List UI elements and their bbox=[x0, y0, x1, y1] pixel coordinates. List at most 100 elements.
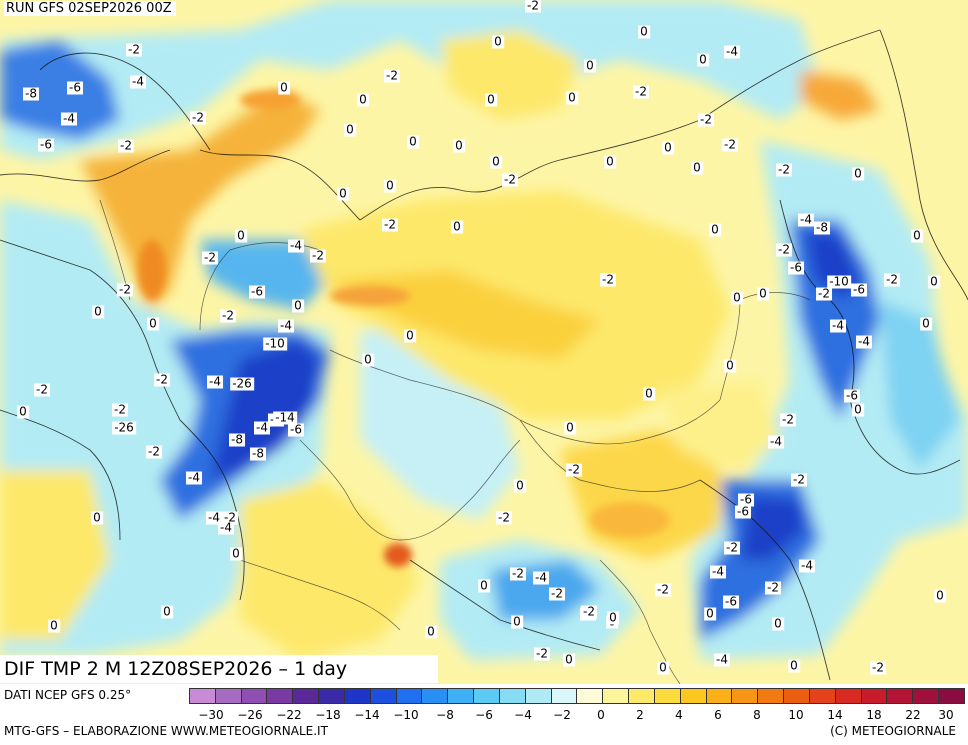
legend-tick-label: −22 bbox=[276, 708, 302, 722]
hotspot-tibet bbox=[590, 502, 670, 538]
contour-value-label: 0 bbox=[788, 658, 800, 673]
contour-value-label: 0 bbox=[657, 660, 669, 675]
legend-swatch bbox=[603, 688, 630, 704]
legend-tick-label: −30 bbox=[198, 708, 224, 722]
contour-value-label: -6 bbox=[723, 594, 739, 609]
contour-value-label: 0 bbox=[344, 122, 356, 137]
legend-tick-label: 0 bbox=[597, 708, 605, 722]
legend-tick-label: 2 bbox=[636, 708, 644, 722]
contour-value-label: -4 bbox=[278, 318, 294, 333]
legend-swatch bbox=[939, 688, 965, 704]
contour-value-label: -4 bbox=[714, 652, 730, 667]
contour-value-label: -6 bbox=[851, 282, 867, 297]
contour-value-label: -4 bbox=[724, 44, 740, 59]
contour-value-label: 0 bbox=[934, 588, 946, 603]
contour-value-label: -2 bbox=[816, 286, 832, 301]
contour-value-label: -2 bbox=[112, 402, 128, 417]
contour-value-label: -4 bbox=[710, 564, 726, 579]
contour-value-label: -2 bbox=[146, 444, 162, 459]
contour-value-label: -2 bbox=[765, 580, 781, 595]
legend-swatch bbox=[267, 688, 294, 704]
anomaly-hotspots bbox=[138, 90, 670, 567]
contour-value-label: 0 bbox=[490, 154, 502, 169]
legend-tick-label: 6 bbox=[714, 708, 722, 722]
contour-value-label: -2 bbox=[884, 272, 900, 287]
patch-scandinavia-blue bbox=[0, 40, 120, 140]
contour-value-label: -6 bbox=[738, 492, 754, 507]
legend-tick-label: −14 bbox=[354, 708, 380, 722]
contour-value-label: 0 bbox=[724, 358, 736, 373]
contour-value-label: -4 bbox=[254, 420, 270, 435]
patch-iran-yellow bbox=[240, 480, 420, 660]
contour-value-label: -2 bbox=[549, 586, 565, 601]
legend-swatch bbox=[241, 688, 268, 704]
contour-value-label: 0 bbox=[697, 52, 709, 67]
contour-value-label: -4 bbox=[130, 74, 146, 89]
contour-value-label: -2 bbox=[870, 660, 886, 675]
field-title: DIF TMP 2 M 12Z08SEP2026 – 1 day bbox=[0, 655, 438, 683]
patch-north-cyan bbox=[0, 0, 820, 160]
contour-value-label: 0 bbox=[451, 219, 463, 234]
hotspot-himalaya bbox=[384, 543, 412, 567]
contour-value-label: 0 bbox=[563, 652, 575, 667]
map-area: -2 -2 0 -2 0 -4 0 -4 0 -8 -6 -2 0 -4 0 -2 0 -2 0 -2 0 -6 -2 0 0-… bbox=[0, 0, 968, 684]
legend-swatch bbox=[887, 688, 914, 704]
contour-value-label: -2 bbox=[502, 172, 518, 187]
contour-value-label: -4 bbox=[218, 520, 234, 535]
temperature-anomaly-map bbox=[0, 0, 968, 684]
contour-value-label: -4 bbox=[768, 434, 784, 449]
legend-tick-label: 14 bbox=[827, 708, 843, 722]
contour-value-label: 0 bbox=[731, 290, 743, 305]
contour-value-label: -2 bbox=[510, 566, 526, 581]
data-source: DATI NCEP GFS 0.25° bbox=[4, 688, 132, 702]
contour-value-label: -2 bbox=[698, 112, 714, 127]
legend-swatch bbox=[861, 688, 888, 704]
legend-swatch bbox=[784, 688, 810, 704]
contour-value-label: 0 bbox=[928, 274, 940, 289]
contour-value-label: -2 bbox=[382, 217, 398, 232]
contour-value-label: 0 bbox=[920, 316, 932, 331]
contour-value-label: -4 bbox=[533, 570, 549, 585]
contour-value-label: 0 bbox=[485, 92, 497, 107]
legend-swatch bbox=[189, 688, 216, 704]
legend-tick-label: −2 bbox=[553, 708, 571, 722]
contour-value-label: -4 bbox=[207, 374, 223, 389]
contour-value-label: 0 bbox=[662, 140, 674, 155]
patch-north-yellow bbox=[440, 30, 580, 120]
patch-east-lightblue bbox=[880, 300, 960, 470]
contour-value-label: -8 bbox=[229, 432, 245, 447]
contour-value-label: -2 bbox=[118, 138, 134, 153]
contour-value-label: -4 bbox=[856, 334, 872, 349]
contour-value-label: -4 bbox=[798, 212, 814, 227]
contour-value-label: 0 bbox=[235, 228, 247, 243]
contour-value-label: -8 bbox=[23, 86, 39, 101]
contour-value-label: 0 bbox=[362, 352, 374, 367]
legend-swatch bbox=[629, 688, 655, 704]
contour-value-label: 0 bbox=[278, 80, 290, 95]
contour-value-label: 0 bbox=[604, 154, 616, 169]
patch-russia-ne-orange bbox=[800, 70, 880, 120]
contour-value-label: -2 bbox=[126, 42, 142, 57]
legend-tick-label: 10 bbox=[788, 708, 804, 722]
legend-tick-label: −6 bbox=[475, 708, 493, 722]
legend-swatch bbox=[577, 688, 604, 704]
legend-swatch bbox=[913, 688, 940, 704]
contour-value-label: -4 bbox=[186, 470, 202, 485]
contour-value-label: 0 bbox=[48, 618, 60, 633]
patch-korea-yellow bbox=[660, 380, 780, 470]
contour-value-label: 0 bbox=[357, 92, 369, 107]
contour-value-label: 0 bbox=[161, 604, 173, 619]
legend-tick-label: −4 bbox=[514, 708, 532, 722]
legend-swatch bbox=[732, 688, 759, 704]
contour-value-label: 0 bbox=[453, 138, 465, 153]
legend-swatch bbox=[293, 688, 320, 704]
legend-swatch bbox=[215, 688, 242, 704]
contour-value-label: -6 bbox=[38, 137, 54, 152]
contour-value-label: -2 bbox=[310, 248, 326, 263]
hotspot-ukraine bbox=[138, 240, 166, 300]
contour-value-label: -2 bbox=[776, 242, 792, 257]
legend-swatch bbox=[396, 688, 423, 704]
legend-tick-label: −18 bbox=[315, 708, 341, 722]
contour-value-label: -2 bbox=[655, 582, 671, 597]
